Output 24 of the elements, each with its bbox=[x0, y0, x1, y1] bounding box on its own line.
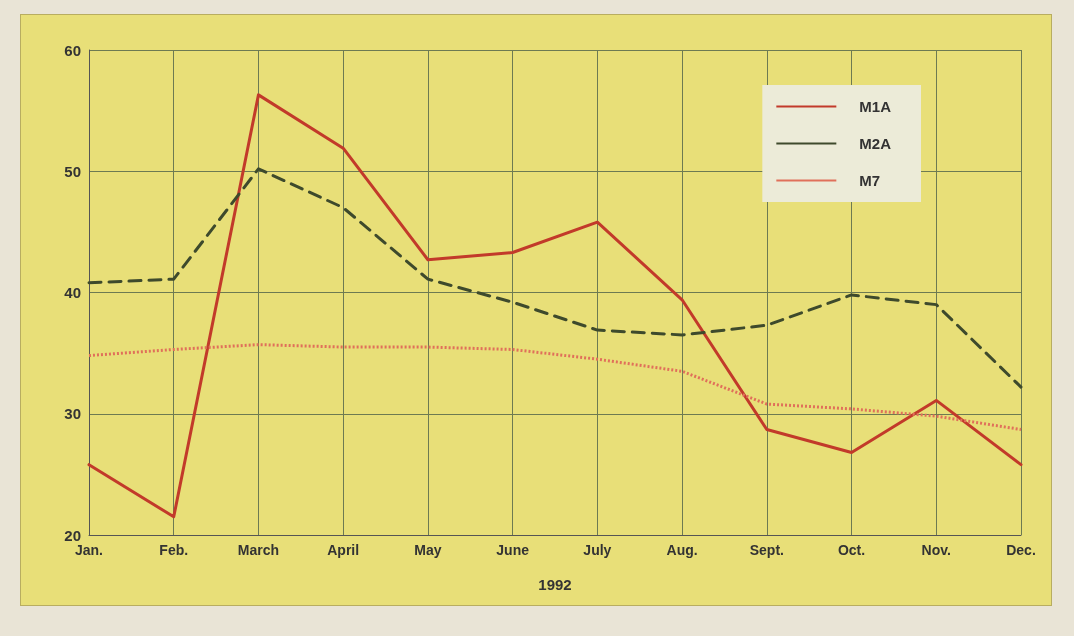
x-tick-label: April bbox=[327, 542, 360, 558]
legend-label: M2A bbox=[859, 135, 892, 152]
x-tick-label: Oct. bbox=[837, 542, 866, 558]
x-tick-label: July bbox=[583, 542, 612, 558]
x-tick-label: Jan. bbox=[74, 542, 104, 558]
y-tick-label: 50 bbox=[64, 162, 81, 180]
line-series bbox=[87, 343, 1023, 432]
y-tick-label: 60 bbox=[64, 41, 81, 59]
x-tick-label: March bbox=[237, 542, 280, 558]
x-tick-label: Feb. bbox=[159, 542, 189, 558]
legend-label: M1A bbox=[859, 98, 892, 115]
x-axis-title: 1992 bbox=[538, 576, 572, 593]
line-series bbox=[87, 167, 1023, 389]
legend-label: M7 bbox=[859, 172, 881, 189]
x-tick-label: Nov. bbox=[921, 542, 951, 558]
y-tick-label: 40 bbox=[64, 284, 81, 301]
x-tick-label: Aug. bbox=[666, 542, 698, 558]
y-tick-label: 20 bbox=[64, 526, 81, 544]
x-tick-label: Dec. bbox=[1006, 542, 1036, 558]
x-tick-label: Sept. bbox=[749, 542, 784, 558]
line-series bbox=[87, 93, 1023, 519]
x-tick-label: June bbox=[496, 542, 530, 558]
x-tick-label: May bbox=[414, 542, 442, 558]
y-tick-label: 30 bbox=[64, 405, 81, 423]
